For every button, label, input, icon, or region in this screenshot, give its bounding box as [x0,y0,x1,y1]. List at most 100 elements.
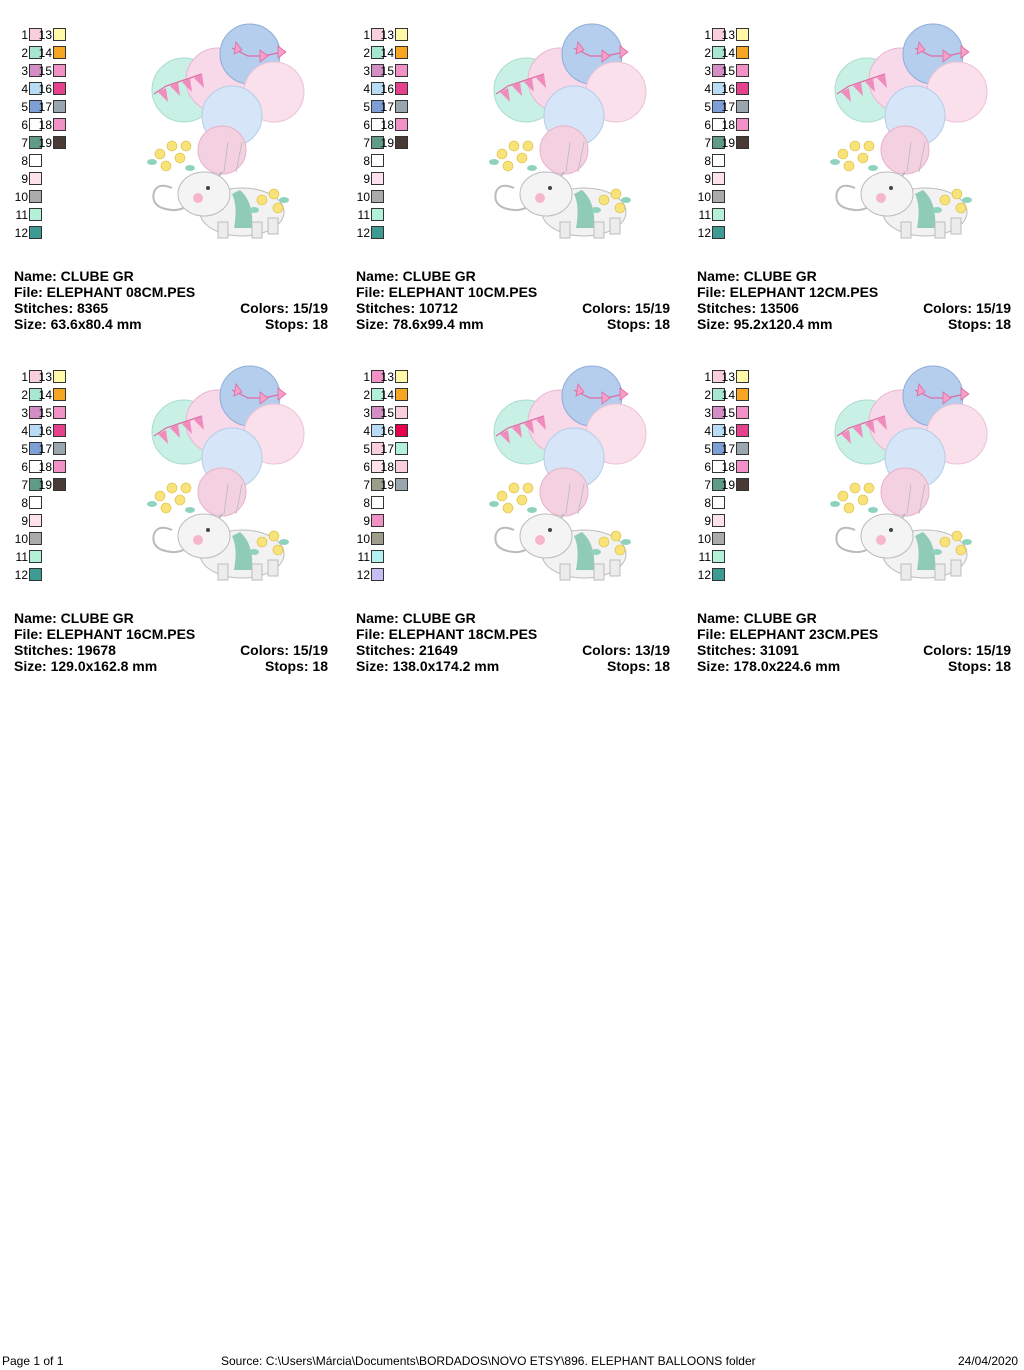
swatch-color-box [371,208,384,221]
swatch-color-box [371,478,384,491]
swatch-color-box [736,478,749,491]
design-size: Size: 63.6x80.4 mm [14,316,142,332]
swatch-color-box [712,406,725,419]
swatch-color-box [29,388,42,401]
swatch-color-box [371,568,384,581]
swatch-number: 1 [704,28,711,42]
swatch-number: 19 [721,478,735,492]
swatch-number: 17 [380,442,394,456]
swatch-color-box [371,118,384,131]
swatch-number: 7 [704,136,711,150]
swatch-number: 11 [698,550,711,564]
swatch-color-box [371,496,384,509]
swatch-color-box [53,460,66,473]
swatch-color-box [371,370,384,383]
swatch-number: 7 [363,478,370,492]
stitch-count: Stitches: 31091 [697,642,799,658]
swatch-color-box [736,388,749,401]
color-count: Colors: 15/19 [582,300,670,316]
swatch-number: 2 [704,388,711,402]
swatch-color-box [712,532,725,545]
swatch-color-box [712,118,725,131]
swatch-number: 12 [14,226,28,240]
swatch-color-box [29,370,42,383]
elephant-balloons-preview [815,22,995,242]
swatch-number: 15 [38,64,52,78]
swatch-color-box [371,28,384,41]
swatch-number: 14 [38,388,52,402]
design-card: 1 2 3 4 5 6 7 8 9 10 11 12 13 14 15 16 17 18 19 [356,23,676,332]
swatch-number: 4 [363,424,370,438]
design-info: Name: CLUBE GR File: ELEPHANT 10CM.PES Sti… [356,268,670,332]
swatch-color-box [712,460,725,473]
swatch-number: 19 [38,136,52,150]
swatch-number: 17 [721,100,735,114]
swatch-color-box [371,136,384,149]
swatch-number: 16 [721,424,735,438]
swatch-color-box [371,190,384,203]
swatch-number: 6 [704,118,711,132]
swatch-number: 1 [21,370,28,384]
swatch-number: 3 [21,406,28,420]
swatch-number: 18 [721,118,735,132]
swatch-color-box [29,154,42,167]
swatch-number: 9 [363,514,370,528]
design-size: Size: 78.6x99.4 mm [356,316,484,332]
color-count: Colors: 13/19 [582,642,670,658]
stitch-count: Stitches: 13506 [697,300,799,316]
swatch-color-box [736,460,749,473]
swatch-color-box [29,172,42,185]
swatch-number: 2 [21,388,28,402]
swatch-number: 2 [21,46,28,60]
swatch-number: 2 [363,46,370,60]
swatch-color-box [29,136,42,149]
color-count: Colors: 15/19 [240,300,328,316]
color-count: Colors: 15/19 [240,642,328,658]
swatch-color-box [53,442,66,455]
design-info: Name: CLUBE GR File: ELEPHANT 12CM.PES Sti… [697,268,1011,332]
swatch-color-box [29,460,42,473]
swatch-color-box [371,172,384,185]
design-file: File: ELEPHANT 18CM.PES [356,626,538,642]
swatch-number: 17 [721,442,735,456]
swatch-color-box [395,478,408,491]
swatch-number: 1 [21,28,28,42]
stitch-count: Stitches: 19678 [14,642,116,658]
swatch-color-box [395,82,408,95]
swatch-color-box [712,568,725,581]
swatch-number: 2 [363,388,370,402]
swatch-number: 12 [14,568,28,582]
swatch-color-box [371,460,384,473]
design-size: Size: 95.2x120.4 mm [697,316,833,332]
stop-count: Stops: 18 [606,658,670,674]
swatch-number: 5 [21,442,28,456]
swatch-color-box [53,478,66,491]
color-count: Colors: 15/19 [923,642,1011,658]
design-file: File: ELEPHANT 12CM.PES [697,284,879,300]
swatch-color-box [712,154,725,167]
page-number: Page 1 of 1 [2,1354,64,1368]
swatch-color-box [712,514,725,527]
swatch-number: 8 [21,154,28,168]
swatch-color-box [395,388,408,401]
swatch-number: 15 [380,64,394,78]
swatch-color-box [395,460,408,473]
elephant-balloons-preview [815,364,995,584]
swatch-number: 13 [38,28,52,42]
swatch-color-box [371,64,384,77]
swatch-number: 9 [704,514,711,528]
design-size: Size: 138.0x174.2 mm [356,658,500,674]
swatch-color-box [29,28,42,41]
swatch-color-box [53,370,66,383]
swatch-number: 17 [38,442,52,456]
swatch-color-box [736,82,749,95]
swatch-number: 10 [697,532,711,546]
swatch-color-box [29,406,42,419]
swatch-color-box [736,442,749,455]
swatch-color-box [371,46,384,59]
swatch-number: 8 [704,154,711,168]
swatch-number: 7 [704,478,711,492]
swatch-number: 16 [721,82,735,96]
swatch-color-box [712,190,725,203]
swatch-number: 6 [21,460,28,474]
